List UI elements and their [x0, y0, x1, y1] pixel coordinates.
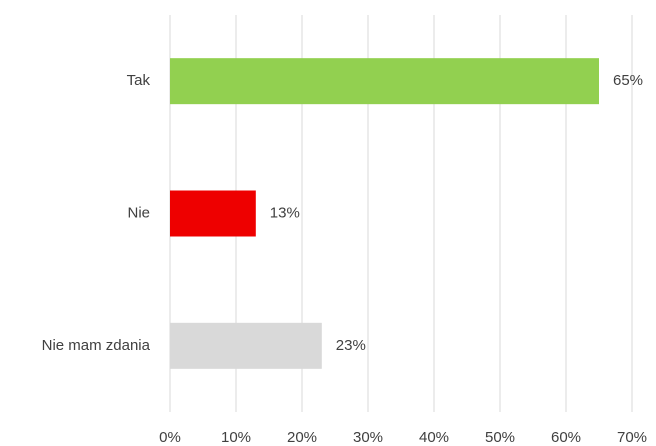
value-label: 23%	[336, 337, 366, 354]
x-tick-label: 70%	[617, 429, 647, 446]
category-label: Nie	[127, 204, 150, 221]
category-label: Tak	[127, 72, 151, 89]
x-tick-label: 30%	[353, 429, 383, 446]
bar	[170, 190, 256, 237]
x-tick-label: 10%	[221, 429, 251, 446]
category-label: Nie mam zdania	[42, 337, 151, 354]
x-tick-label: 60%	[551, 429, 581, 446]
value-label: 13%	[270, 204, 300, 221]
x-tick-label: 0%	[159, 429, 181, 446]
value-label: 65%	[613, 72, 643, 89]
x-tick-label: 20%	[287, 429, 317, 446]
bar	[170, 58, 599, 105]
x-tick-label: 50%	[485, 429, 515, 446]
x-tick-label: 40%	[419, 429, 449, 446]
bar	[170, 322, 322, 369]
